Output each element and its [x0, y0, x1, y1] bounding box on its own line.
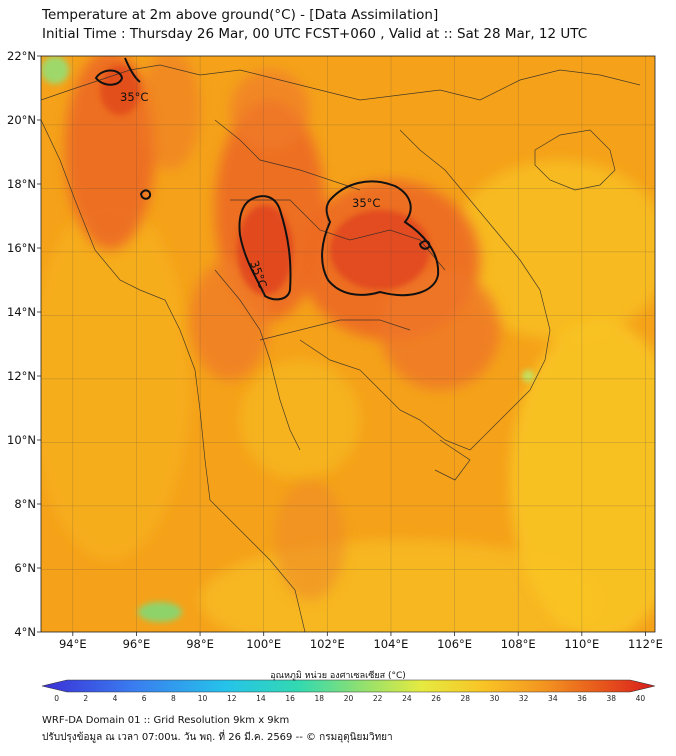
lat-tick-label: 18°N	[7, 177, 36, 191]
colorbar-label: อุณหภูมิ หน่วย องศาเซลเซียส (°C)	[270, 671, 406, 681]
lat-tick-label: 4°N	[14, 625, 36, 639]
lon-tick-label: 110°E	[564, 637, 599, 651]
lon-tick-label: 104°E	[373, 637, 408, 651]
longitude-labels: 94°E 96°E 98°E 100°E 102°E 104°E 106°E 108°E 110…	[59, 632, 663, 651]
map-subtitle: Initial Time : Thursday 26 Mar, 00 UTC F…	[42, 26, 588, 42]
colorbar-tick-label: 36	[577, 694, 587, 703]
colorbar-tick-label: 18	[315, 694, 325, 703]
colorbar-tick-label: 10	[198, 694, 208, 703]
footer-update-info: ปรับปรุงข้อมูล ณ เวลา 07:00น. วัน พฤ. ที…	[42, 732, 393, 743]
lon-tick-label: 112°E	[628, 637, 663, 651]
colorbar-tick-label: 24	[402, 694, 412, 703]
colorbar-tick-label: 0	[54, 694, 59, 703]
lat-tick-label: 20°N	[7, 113, 36, 127]
lon-tick-label: 94°E	[59, 637, 87, 651]
contour-label: 35°C	[352, 196, 380, 210]
colorbar-tick-label: 16	[285, 694, 295, 703]
map-title: Temperature at 2m above ground(°C) - [Da…	[42, 7, 439, 23]
lon-tick-label: 102°E	[310, 637, 345, 651]
lon-tick-label: 106°E	[437, 637, 472, 651]
colorbar-tick-label: 4	[113, 694, 118, 703]
lat-tick-label: 14°N	[7, 305, 36, 319]
contour-35c	[94, 57, 440, 301]
colorbar-tick-label: 26	[431, 694, 441, 703]
colorbar-tick-label: 38	[606, 694, 616, 703]
colorbar-tick-label: 8	[171, 694, 176, 703]
contour-label: 35°C	[120, 90, 148, 104]
lat-tick-label: 22°N	[7, 49, 36, 63]
colorbar-tick-label: 12	[227, 694, 237, 703]
lat-tick-label: 6°N	[14, 561, 36, 575]
colorbar-tick-label: 28	[460, 694, 470, 703]
lon-tick-label: 108°E	[501, 637, 536, 651]
colorbar-tick-label: 6	[142, 694, 147, 703]
colorbar-tick-label: 32	[519, 694, 529, 703]
lat-tick-label: 12°N	[7, 369, 36, 383]
colorbar-tick-label: 34	[548, 694, 558, 703]
colorbar-tick-label: 22	[373, 694, 383, 703]
lon-tick-label: 100°E	[246, 637, 281, 651]
footer-model-info: WRF-DA Domain 01 :: Grid Resolution 9km …	[42, 715, 290, 726]
colorbar-tick-label: 2	[83, 694, 88, 703]
colorbar-tick-label: 40	[636, 694, 646, 703]
map-frame	[40, 55, 656, 633]
colorbar-tick-label: 14	[256, 694, 266, 703]
lat-tick-label: 10°N	[7, 433, 36, 447]
lat-tick-label: 8°N	[14, 497, 36, 511]
colorbar-tick-label: 30	[490, 694, 500, 703]
colorbar-tick-label: 20	[344, 694, 354, 703]
lon-tick-label: 96°E	[123, 637, 151, 651]
colorbar: 0 2 4 6 8 10 12 14 16 18 20 22 24 26 28 30 32 34 36 38 40	[41, 679, 656, 703]
graticule	[41, 56, 655, 632]
lat-tick-label: 16°N	[7, 241, 36, 255]
temperature-field	[41, 56, 655, 632]
latitude-labels: 22°N 20°N 18°N 16°N 14°N 12°N 10°N 8°N 6°N 4°N	[7, 49, 41, 639]
lon-tick-label: 98°E	[186, 637, 214, 651]
